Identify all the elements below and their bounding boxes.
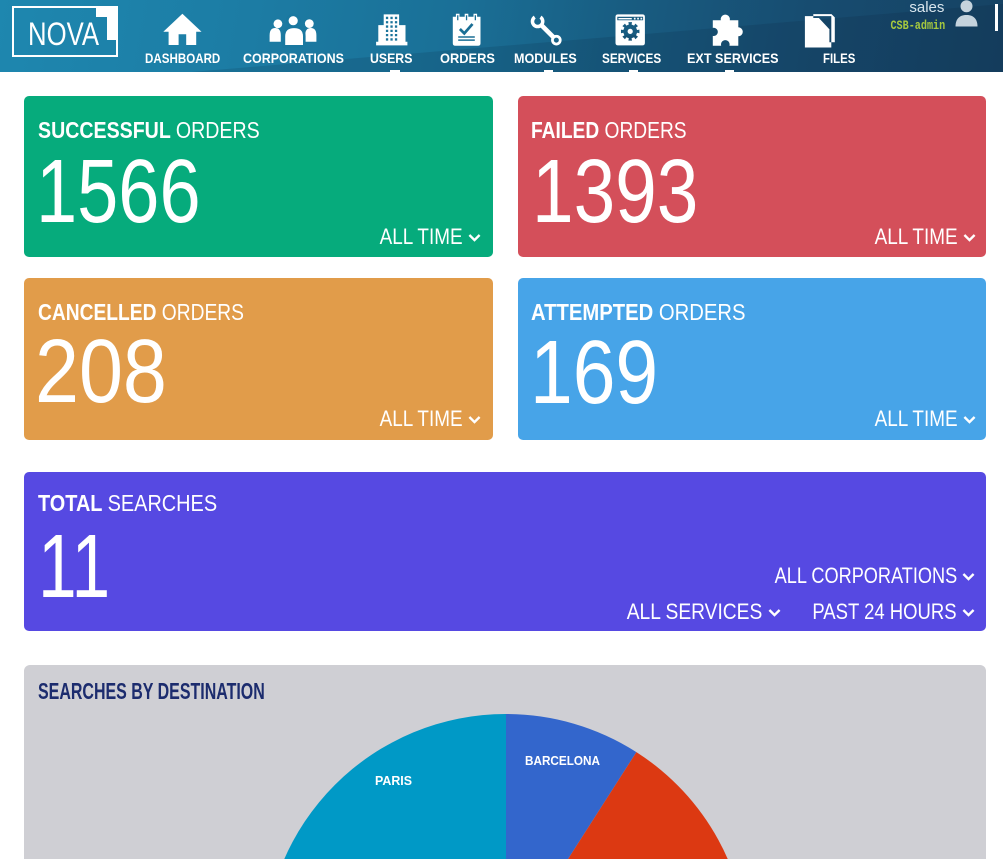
svg-text:BARCELONA: BARCELONA bbox=[525, 753, 601, 768]
svg-text:PARIS: PARIS bbox=[375, 773, 412, 788]
